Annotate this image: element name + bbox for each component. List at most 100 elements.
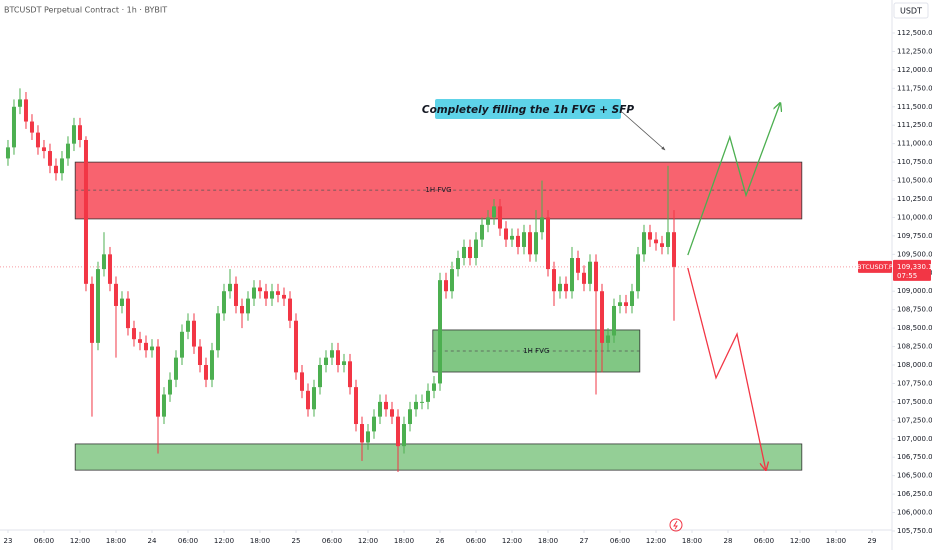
candle-body: [624, 302, 629, 306]
countdown: 07:55: [897, 272, 917, 280]
y-tick-label: 108,500.0: [897, 324, 932, 332]
candle-body: [570, 258, 575, 292]
candle-body: [173, 357, 178, 380]
x-tick-label: 06:00: [322, 537, 342, 545]
y-tick-label: 110,000.0: [897, 213, 932, 221]
x-tick-label: 18:00: [826, 537, 846, 545]
candle-body: [630, 291, 635, 306]
zone-label: 1H FVG: [425, 186, 451, 194]
candle-body: [498, 206, 503, 229]
candle-body: [654, 239, 659, 244]
candle-body: [233, 283, 238, 306]
x-tick-label: 27: [580, 537, 589, 545]
x-tick-label: 23: [4, 537, 13, 545]
candle-body: [425, 390, 430, 402]
y-tick-label: 106,000.0: [897, 509, 932, 517]
candle-body: [167, 379, 172, 395]
projection: [687, 103, 780, 256]
y-tick-label: 106,500.0: [897, 472, 932, 480]
candle-body: [522, 232, 527, 247]
candle-body: [594, 261, 599, 292]
y-tick-label: 112,500.0: [897, 29, 932, 37]
zone-label: 1H FVG: [523, 347, 549, 355]
candle-body: [450, 269, 455, 292]
candle-body: [269, 291, 274, 299]
candle-body: [564, 283, 569, 292]
candle-body: [666, 232, 671, 247]
y-tick-label: 108,750.0: [897, 306, 932, 314]
candle-body: [131, 328, 136, 340]
candle-body: [107, 254, 112, 284]
price-tag-label: 109,330.1: [897, 263, 932, 271]
candle-body: [89, 283, 94, 343]
x-tick-label: 28: [724, 537, 733, 545]
x-tick-label: 12:00: [214, 537, 234, 545]
candle-body: [239, 305, 244, 314]
y-tick-label: 105,750.0: [897, 527, 932, 535]
candle-body: [558, 283, 563, 292]
candle-body: [257, 287, 262, 292]
candle-body: [456, 258, 461, 270]
x-tick-label: 18:00: [538, 537, 558, 545]
candle-body: [215, 313, 220, 351]
x-tick-label: 18:00: [106, 537, 126, 545]
candle-body: [59, 158, 64, 174]
candle-body: [474, 239, 479, 259]
candle-body: [299, 372, 304, 391]
candle-body: [155, 346, 160, 417]
candle-body: [606, 335, 611, 343]
candle-body: [462, 246, 467, 259]
x-tick-label: 06:00: [466, 537, 486, 545]
annotation-box: [435, 99, 621, 119]
candle-body: [227, 283, 232, 292]
x-tick-label: 06:00: [34, 537, 54, 545]
candle-body: [209, 350, 214, 380]
alert-bolt[interactable]: [673, 520, 678, 530]
candle-body: [510, 235, 515, 240]
candle-body: [323, 357, 328, 365]
candle-body: [71, 125, 76, 144]
candle-body: [365, 431, 370, 443]
candle-body: [582, 272, 587, 284]
x-tick-label: 06:00: [610, 537, 630, 545]
candle-body: [389, 409, 394, 417]
candle-body: [191, 320, 196, 347]
candle-body: [293, 320, 298, 373]
annotation-arrow: [621, 111, 666, 151]
candle-body: [287, 298, 292, 321]
candle-body: [23, 99, 28, 122]
candle-body: [77, 125, 82, 140]
candle-body: [612, 305, 617, 336]
candle-body: [65, 143, 70, 159]
x-tick-label: 26: [436, 537, 445, 545]
currency-box[interactable]: [893, 2, 929, 19]
candle-body: [401, 424, 406, 447]
candle-body: [119, 298, 124, 306]
candle-body: [540, 217, 545, 233]
candle-body: [648, 232, 653, 240]
alert-icon[interactable]: [669, 518, 683, 532]
candle-body: [311, 387, 316, 410]
candle-body: [143, 342, 148, 351]
y-tick-label: 107,750.0: [897, 379, 932, 387]
candle-body: [185, 320, 190, 332]
candle-body: [407, 409, 412, 425]
candle-body: [552, 269, 557, 292]
chart-title: BTCUSDT Perpetual Contract · 1h · BYBIT: [4, 6, 167, 15]
y-tick-label: 110,750.0: [897, 158, 932, 166]
x-tick-label: 12:00: [790, 537, 810, 545]
candle-body: [47, 151, 52, 166]
y-tick-label: 110,250.0: [897, 195, 932, 203]
candle-body: [53, 165, 58, 174]
currency[interactable]: USDT: [900, 7, 922, 16]
y-tick-label: 109,750.0: [897, 232, 932, 240]
y-tick-label: 112,250.0: [897, 47, 932, 55]
zone: [74, 443, 803, 471]
y-tick-label: 108,250.0: [897, 343, 932, 351]
candle-body: [179, 331, 184, 358]
alert-circle[interactable]: [669, 518, 683, 532]
y-tick-label: 111,500.0: [897, 103, 932, 111]
y-tick-label: 109,000.0: [897, 287, 932, 295]
candle-body: [660, 243, 665, 247]
candle-body: [419, 401, 424, 403]
